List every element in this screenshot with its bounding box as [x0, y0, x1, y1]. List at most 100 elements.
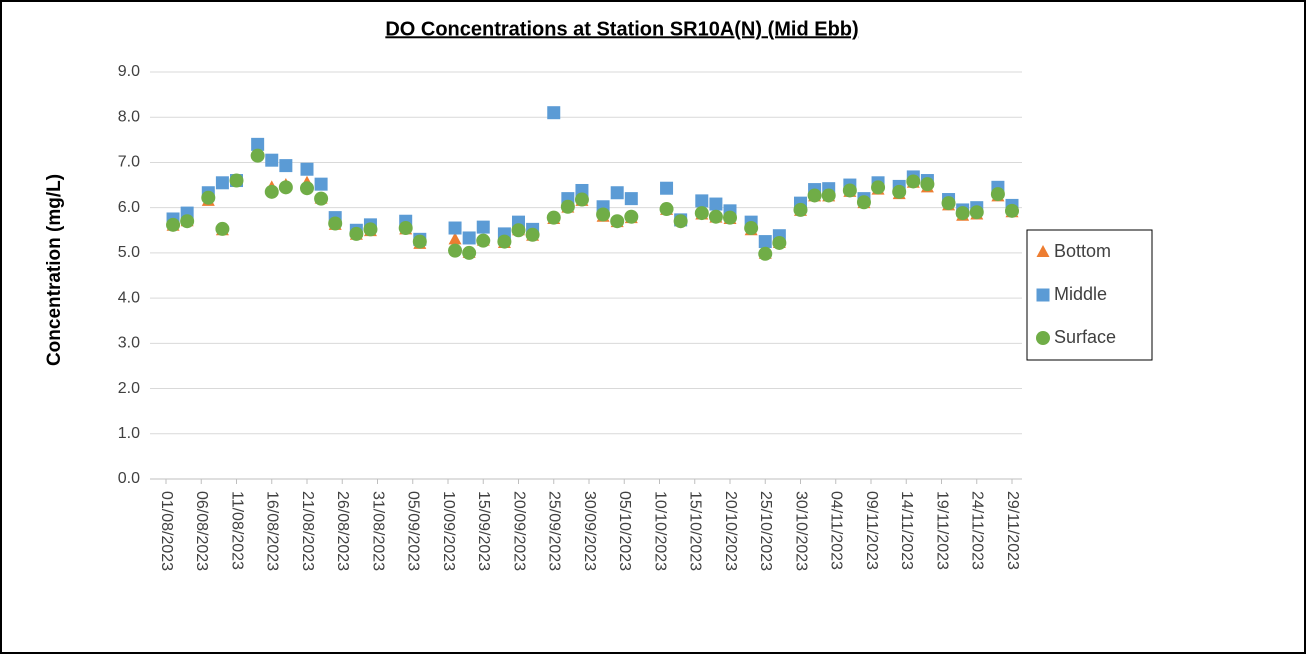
surface-point — [708, 209, 723, 224]
y-tick-label: 7.0 — [118, 154, 140, 171]
surface-point — [793, 202, 808, 217]
middle-point — [300, 162, 314, 176]
surface-point — [349, 226, 364, 241]
surface-point — [412, 234, 427, 249]
x-tick-label: 11/08/2023 — [228, 491, 245, 570]
surface-point — [596, 207, 611, 222]
surface-point — [546, 210, 561, 225]
legend-label: Surface — [1054, 327, 1116, 347]
middle-point — [251, 137, 265, 151]
middle-point — [448, 221, 462, 235]
surface-point — [871, 180, 886, 195]
surface-point — [659, 202, 674, 217]
x-tick-label: 31/08/2023 — [369, 491, 386, 571]
x-tick-label: 04/11/2023 — [828, 491, 845, 570]
x-tick-label: 14/11/2023 — [898, 491, 915, 570]
surface-point — [723, 210, 737, 225]
middle-point — [215, 176, 229, 190]
x-tick-label: 29/11/2023 — [1004, 491, 1021, 570]
surface-point — [398, 221, 413, 236]
x-tick-label: 06/08/2023 — [193, 491, 210, 571]
surface-point — [560, 199, 575, 214]
y-tick-label: 8.0 — [118, 108, 140, 125]
middle-point — [462, 231, 476, 245]
middle-point — [314, 177, 328, 191]
legend-label: Middle — [1054, 284, 1107, 304]
surface-point — [229, 173, 244, 188]
surface-point — [906, 174, 921, 189]
legend-marker — [1036, 245, 1050, 257]
y-tick-label: 5.0 — [118, 244, 140, 261]
surface-point — [990, 187, 1005, 202]
middle-point — [279, 159, 293, 173]
middle-point — [476, 220, 490, 234]
surface-point — [166, 217, 181, 232]
y-tick-label: 9.0 — [118, 63, 140, 80]
surface-point — [476, 233, 491, 248]
legend-label: Bottom — [1054, 241, 1111, 261]
surface-point — [497, 234, 512, 249]
x-tick-label: 30/09/2023 — [581, 491, 598, 571]
x-tick-label: 26/08/2023 — [334, 491, 351, 571]
middle-point — [695, 194, 709, 208]
y-axis-label: Concentration (mg/L) — [44, 174, 65, 366]
y-tick-label: 1.0 — [118, 425, 140, 442]
middle-point — [758, 235, 772, 249]
surface-point — [1005, 203, 1019, 218]
surface-point — [574, 192, 589, 207]
surface-point — [300, 181, 314, 196]
middle-point — [610, 186, 624, 200]
x-tick-label: 20/09/2023 — [510, 491, 527, 571]
y-tick-label: 3.0 — [118, 335, 140, 352]
surface-point — [180, 214, 195, 229]
x-tick-label: 10/10/2023 — [651, 491, 668, 571]
surface-point — [448, 243, 463, 258]
surface-point — [955, 206, 970, 221]
surface-point — [821, 188, 836, 203]
surface-point — [758, 246, 773, 261]
middle-point — [709, 197, 723, 211]
surface-point — [215, 221, 230, 236]
middle-point — [660, 181, 674, 195]
surface-point — [892, 184, 907, 199]
surface-point — [920, 177, 935, 192]
chart-title: DO Concentrations at Station SR10A(N) (M… — [385, 18, 858, 40]
x-tick-label: 19/11/2023 — [933, 491, 950, 570]
surface-point — [694, 206, 709, 221]
surface-point — [941, 196, 956, 211]
surface-point — [250, 148, 265, 163]
surface-point — [744, 221, 759, 236]
surface-point — [525, 227, 540, 242]
middle-point — [547, 106, 561, 120]
surface-point — [807, 188, 822, 203]
surface-point — [610, 214, 625, 229]
x-tick-label: 24/11/2023 — [969, 491, 986, 570]
middle-point — [624, 192, 638, 206]
surface-point — [511, 223, 526, 238]
x-tick-label: 10/09/2023 — [440, 491, 457, 571]
x-tick-label: 15/09/2023 — [475, 491, 492, 571]
y-tick-label: 4.0 — [118, 289, 140, 306]
surface-point — [278, 180, 293, 195]
surface-point — [314, 191, 329, 206]
surface-point — [856, 195, 871, 210]
surface-point — [969, 205, 984, 220]
x-tick-label: 05/10/2023 — [616, 491, 633, 571]
y-tick-label: 6.0 — [118, 199, 140, 216]
x-tick-label: 15/10/2023 — [687, 491, 704, 571]
x-tick-label: 21/08/2023 — [299, 491, 316, 571]
middle-point — [265, 153, 279, 167]
surface-point — [363, 222, 378, 237]
legend-marker — [1036, 331, 1050, 345]
surface-point — [772, 235, 787, 250]
x-tick-label: 20/10/2023 — [722, 491, 739, 571]
surface-point — [264, 184, 279, 199]
x-tick-label: 25/09/2023 — [546, 491, 563, 571]
x-tick-label: 09/11/2023 — [863, 491, 880, 570]
surface-point — [673, 214, 688, 229]
y-tick-label: 0.0 — [118, 470, 140, 487]
surface-point — [624, 209, 639, 224]
x-tick-label: 16/08/2023 — [264, 491, 281, 571]
x-tick-label: 30/10/2023 — [792, 491, 809, 571]
